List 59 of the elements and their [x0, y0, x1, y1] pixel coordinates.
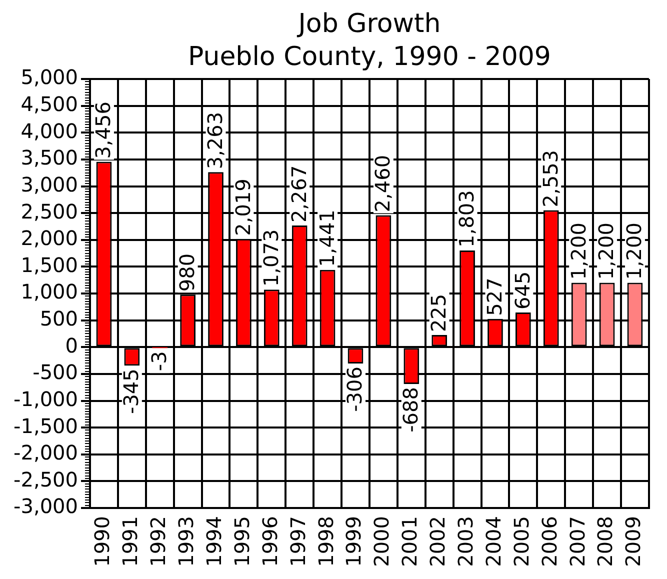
- x-tick-label: 1992: [146, 516, 170, 567]
- y-tick-label: -2,000: [14, 440, 78, 465]
- data-label: 2,267: [286, 165, 311, 223]
- x-tick-label: 2005: [509, 516, 534, 567]
- data-label: 225: [426, 294, 451, 332]
- y-tick-label: 2,500: [20, 199, 78, 224]
- y-tick-label: 1,000: [20, 280, 78, 304]
- data-label: 1,803: [454, 190, 478, 248]
- x-tick-label: 2009: [621, 516, 646, 567]
- x-tick-label: 1996: [258, 516, 282, 567]
- y-tick-label: -1,000: [14, 386, 78, 411]
- chart-title: Job Growth: [296, 9, 441, 39]
- x-tick-label: 2002: [426, 516, 450, 567]
- x-tick-label: 2000: [370, 516, 394, 567]
- x-tick-label: 1990: [90, 516, 114, 567]
- data-label: 1,200: [594, 222, 618, 280]
- x-tick-label: 1998: [314, 516, 338, 567]
- data-label: 980: [175, 253, 200, 292]
- x-tick-label: 1991: [118, 516, 142, 567]
- x-tick-label: 2006: [537, 516, 562, 567]
- x-tick-label: 1993: [174, 516, 198, 567]
- y-tick-label: 4,500: [20, 92, 78, 116]
- x-tick-label: 1994: [202, 516, 226, 567]
- x-tick-label: 1999: [342, 516, 366, 567]
- data-label: 2,460: [370, 154, 395, 212]
- y-tick-label: 5,000: [20, 65, 78, 90]
- data-label: -345: [119, 368, 144, 414]
- y-tick-label: 2,000: [20, 226, 78, 250]
- y-tick-label: 3,500: [20, 146, 78, 170]
- data-label: 527: [482, 278, 506, 316]
- y-tick-label: 1,500: [20, 252, 78, 277]
- x-tick-label: 2008: [593, 516, 618, 567]
- x-tick-label: 1997: [286, 516, 310, 567]
- y-tick-label: -500: [32, 360, 78, 384]
- x-tick-label: 2001: [398, 516, 422, 567]
- y-tick-label: 3,000: [20, 172, 78, 196]
- data-label: 3,456: [91, 102, 116, 159]
- y-tick-label: -2,500: [14, 467, 78, 492]
- y-tick-label: 500: [40, 306, 78, 331]
- x-tick-label: 2004: [481, 516, 506, 567]
- y-tick-label: -1,500: [14, 414, 78, 438]
- y-tick-label: 4,000: [20, 118, 78, 143]
- data-label: 1,200: [622, 222, 646, 280]
- data-label: 2,019: [230, 178, 255, 236]
- x-tick-label: 1995: [230, 516, 254, 567]
- chart-subtitle: Pueblo County, 1990 - 2009: [188, 42, 551, 72]
- data-label: 3,263: [202, 112, 227, 170]
- y-tick-label: -3,000: [14, 494, 78, 518]
- data-label: 1,441: [314, 210, 339, 267]
- y-tick-label: 0: [65, 333, 78, 358]
- data-label: 645: [510, 271, 534, 310]
- data-label: 1,200: [566, 222, 590, 280]
- x-tick-label: 2007: [565, 516, 590, 567]
- data-label: 1,073: [258, 229, 283, 287]
- data-label: -688: [398, 387, 423, 432]
- x-tick-label: 2003: [453, 516, 478, 567]
- data-label: -306: [342, 366, 367, 412]
- data-label: -3: [147, 351, 172, 372]
- data-label: 2,553: [538, 150, 562, 208]
